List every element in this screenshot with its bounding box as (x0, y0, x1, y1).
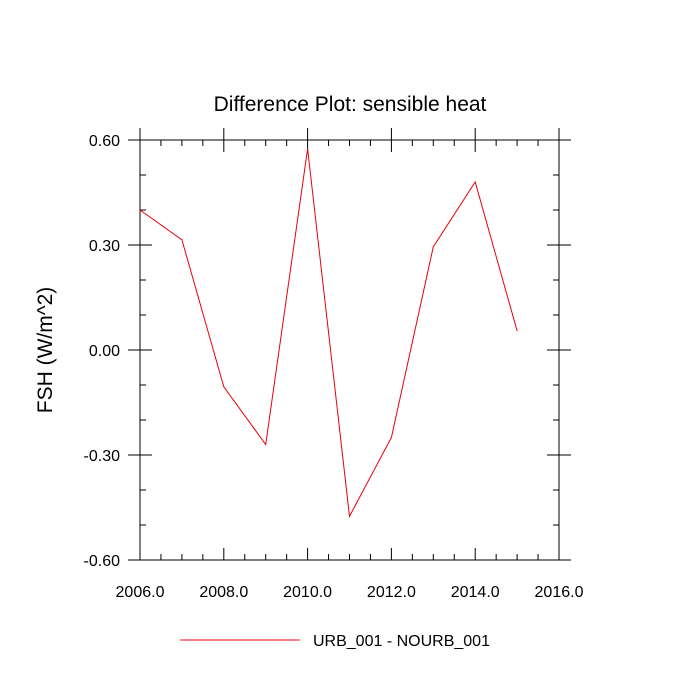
series-line-0 (139, 148, 518, 518)
plot-frame (139, 139, 560, 561)
x-tick-label: 2014.0 (451, 584, 500, 601)
x-tick-label: 2006.0 (116, 584, 165, 601)
x-tick-label: 2008.0 (199, 584, 248, 601)
data-point (349, 515, 350, 517)
y-tick-label: 0.30 (89, 238, 120, 255)
y-tick-label: -0.30 (84, 448, 121, 465)
legend: URB_001 - NOURB_001 (180, 633, 490, 650)
data-point (181, 239, 183, 241)
y-tick-label: 0.60 (89, 133, 120, 150)
x-tick-label: 2016.0 (535, 584, 584, 601)
axis-ticks (128, 128, 571, 561)
data-point (432, 246, 434, 248)
x-tick-label: 2012.0 (367, 584, 416, 601)
data-point (265, 444, 267, 445)
data-point (390, 437, 392, 438)
series-layer (139, 148, 518, 518)
y-tick-label: -0.60 (84, 553, 121, 570)
data-point (223, 386, 225, 388)
y-axis-label: FSH (W/m^2) (34, 287, 57, 414)
data-point (139, 209, 141, 211)
x-tick-label: 2010.0 (283, 584, 332, 601)
y-axis-tick-labels: 0.60 0.30 0.00 -0.30 -0.60 (84, 133, 121, 570)
x-axis-tick-labels: 2006.0 2008.0 2010.0 2012.0 2014.0 2016.0 (116, 584, 584, 601)
data-point (307, 148, 309, 150)
data-point (474, 181, 476, 183)
chart-title: Difference Plot: sensible heat (214, 93, 487, 116)
y-tick-label: 0.00 (89, 343, 120, 360)
data-point (516, 330, 518, 332)
legend-label: URB_001 - NOURB_001 (313, 633, 490, 650)
plot-border (139, 139, 560, 561)
